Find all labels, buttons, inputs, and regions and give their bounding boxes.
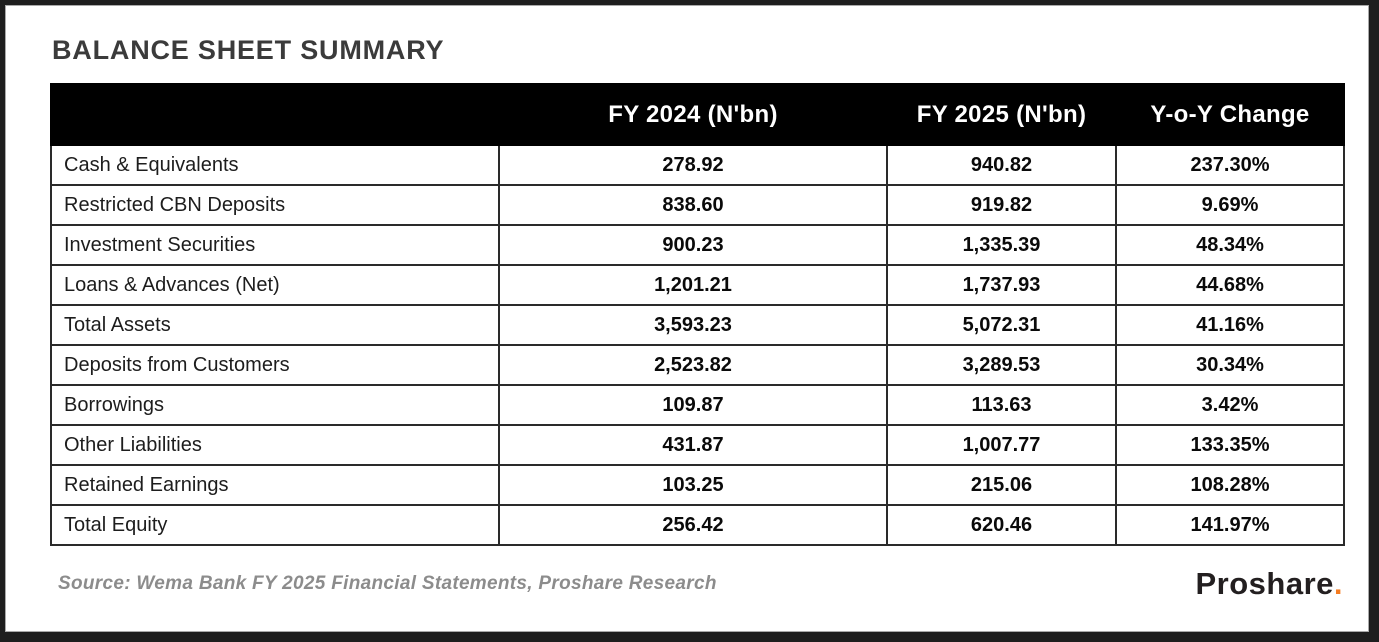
value-cell: 48.34%: [1115, 224, 1345, 266]
table-header-row: FY 2024 (N'bn) FY 2025 (N'bn) Y-o-Y Chan…: [50, 83, 1345, 146]
value-cell: 103.25: [498, 464, 888, 506]
value-cell: 9.69%: [1115, 184, 1345, 226]
row-label: Investment Securities: [50, 224, 500, 266]
row-label: Loans & Advances (Net): [50, 264, 500, 306]
page-title: BALANCE SHEET SUMMARY: [52, 35, 445, 65]
value-cell: 900.23: [498, 224, 888, 266]
proshare-logo-text: Proshare: [1195, 566, 1334, 601]
value-cell: 108.28%: [1115, 464, 1345, 506]
table-row: Borrowings 109.87 113.63 3.42%: [50, 384, 1345, 426]
table-row: Retained Earnings 103.25 215.06 108.28%: [50, 464, 1345, 506]
header-fy2024: FY 2024 (N'bn): [498, 83, 888, 146]
row-label: Borrowings: [50, 384, 500, 426]
value-cell: 256.42: [498, 504, 888, 546]
value-cell: 431.87: [498, 424, 888, 466]
value-cell: 3,593.23: [498, 304, 888, 346]
value-cell: 113.63: [886, 384, 1117, 426]
value-cell: 838.60: [498, 184, 888, 226]
proshare-logo: Proshare.: [1195, 566, 1343, 602]
value-cell: 237.30%: [1115, 144, 1345, 186]
table-row: Other Liabilities 431.87 1,007.77 133.35%: [50, 424, 1345, 466]
value-cell: 620.46: [886, 504, 1117, 546]
value-cell: 215.06: [886, 464, 1117, 506]
row-label: Restricted CBN Deposits: [50, 184, 500, 226]
value-cell: 1,737.93: [886, 264, 1117, 306]
row-label: Total Assets: [50, 304, 500, 346]
header-empty-cell: [50, 83, 500, 146]
value-cell: 2,523.82: [498, 344, 888, 386]
footer: Source: Wema Bank FY 2025 Financial Stat…: [50, 566, 1343, 602]
proshare-logo-dot: .: [1333, 566, 1343, 601]
value-cell: 141.97%: [1115, 504, 1345, 546]
value-cell: 3.42%: [1115, 384, 1345, 426]
table-row: Investment Securities 900.23 1,335.39 48.34…: [50, 224, 1345, 266]
row-label: Deposits from Customers: [50, 344, 500, 386]
row-label: Retained Earnings: [50, 464, 500, 506]
value-cell: 41.16%: [1115, 304, 1345, 346]
source-note: Source: Wema Bank FY 2025 Financial Stat…: [58, 573, 717, 594]
table-row: Total Assets 3,593.23 5,072.31 41.16%: [50, 304, 1345, 346]
value-cell: 5,072.31: [886, 304, 1117, 346]
table-row: Loans & Advances (Net) 1,201.21 1,737.93 44…: [50, 264, 1345, 306]
value-cell: 1,335.39: [886, 224, 1117, 266]
header-yoy-change: Y-o-Y Change: [1115, 83, 1345, 146]
table-row: Cash & Equivalents 278.92 940.82 237.30%: [50, 144, 1345, 186]
table-row: Total Equity 256.42 620.46 141.97%: [50, 504, 1345, 546]
row-label: Other Liabilities: [50, 424, 500, 466]
balance-sheet-table: FY 2024 (N'bn) FY 2025 (N'bn) Y-o-Y Chan…: [50, 83, 1345, 546]
row-label: Total Equity: [50, 504, 500, 546]
header-fy2025: FY 2025 (N'bn): [886, 83, 1117, 146]
value-cell: 3,289.53: [886, 344, 1117, 386]
table-row: Deposits from Customers 2,523.82 3,289.53 3…: [50, 344, 1345, 386]
value-cell: 109.87: [498, 384, 888, 426]
value-cell: 30.34%: [1115, 344, 1345, 386]
value-cell: 1,201.21: [498, 264, 888, 306]
value-cell: 44.68%: [1115, 264, 1345, 306]
row-label: Cash & Equivalents: [50, 144, 500, 186]
value-cell: 1,007.77: [886, 424, 1117, 466]
value-cell: 919.82: [886, 184, 1117, 226]
value-cell: 133.35%: [1115, 424, 1345, 466]
value-cell: 278.92: [498, 144, 888, 186]
value-cell: 940.82: [886, 144, 1117, 186]
table-row: Restricted CBN Deposits 838.60 919.82 9.69%: [50, 184, 1345, 226]
card: BALANCE SHEET SUMMARY FY 2024 (N'bn) FY …: [5, 5, 1369, 632]
